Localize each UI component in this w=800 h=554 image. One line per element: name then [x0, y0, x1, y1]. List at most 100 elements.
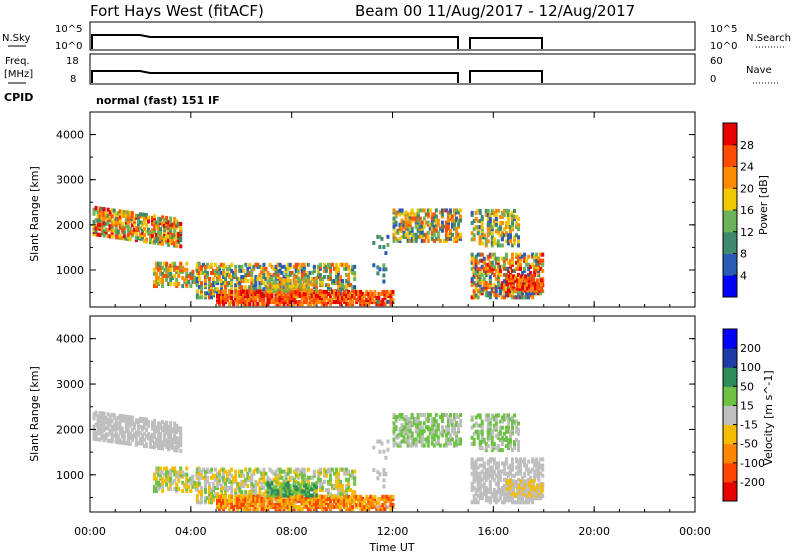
power-echo-cell [444, 220, 448, 225]
velocity-echo-cell [177, 436, 181, 441]
velocity-echo-cell [420, 435, 424, 440]
power-echo-cell [541, 258, 545, 263]
power-echo-cell [450, 232, 454, 237]
power-echo-cell [488, 264, 492, 269]
power-echo-cell [398, 236, 402, 241]
power-echo-cell [185, 277, 189, 282]
power-echo-cell [314, 285, 318, 290]
power-echo-cell [414, 218, 418, 223]
velocity-echo-cell [92, 434, 96, 439]
power-echo-cell [128, 218, 132, 223]
power-echo-cell [278, 289, 282, 294]
power-echo-cell [536, 278, 540, 283]
velocity-echo-cell [218, 471, 222, 476]
velocity-echo-cell [355, 505, 359, 510]
velocity-echo-cell [484, 441, 488, 446]
velocity-echo-cell [230, 498, 234, 503]
velocity-echo-cell [515, 419, 519, 424]
velocity-echo-cell [511, 479, 515, 484]
velocity-echo-cell [292, 469, 296, 474]
power-echo-cell [478, 272, 482, 277]
noise-right-tick-bottom: 10^0 [710, 41, 737, 52]
power-echo-cell [122, 209, 126, 214]
velocity-echo-cell [189, 480, 193, 485]
velocity-echo-cell [537, 475, 541, 480]
power-echo-cell [518, 284, 522, 289]
power-echo-cell [457, 234, 461, 239]
velocity-echo-cell [175, 472, 179, 477]
velocity-echo-cell [517, 469, 521, 474]
velocity-echo-cell [376, 439, 380, 444]
velocity-echo-cell [276, 505, 280, 510]
power-echo-cell [406, 212, 410, 217]
velocity-echo-cell [450, 429, 454, 434]
velocity-echo-cell [470, 465, 474, 470]
power-echo-cell [484, 243, 488, 248]
velocity-echo-cell [540, 487, 544, 492]
power-echo-cell [505, 280, 509, 285]
power-echo-cell [349, 296, 353, 301]
velocity-echo-cell [209, 490, 213, 495]
power-echo-cell [492, 264, 496, 269]
power-echo-cell [212, 289, 216, 294]
velocity-echo-cell [474, 500, 478, 505]
velocity-echo-cell [280, 487, 284, 492]
power-echo-cell [177, 223, 181, 228]
velocity-echo-cell [486, 496, 490, 501]
velocity-echo-cell [519, 469, 523, 474]
power-echo-cell [308, 288, 312, 293]
velocity-echo-cell [102, 417, 106, 422]
power-echo-cell [333, 289, 337, 294]
power-echo-cell [335, 262, 339, 267]
velocity-echo-cell [254, 500, 258, 505]
power-echo-cell [276, 298, 280, 303]
velocity-echo-cell [514, 493, 518, 498]
power-echo-cell [118, 213, 122, 218]
power-echo-cell [165, 240, 169, 245]
velocity-echo-cell [216, 505, 220, 510]
power-echo-cell [300, 286, 304, 291]
power-echo-cell [216, 270, 220, 275]
velocity-echo-cell [459, 437, 463, 442]
power-echo-cell [446, 212, 450, 217]
power-echo-cell [500, 283, 504, 288]
power-echo-cell [480, 252, 484, 257]
power-echo-cell [410, 216, 414, 221]
power-echo-cell [134, 238, 138, 243]
velocity-echo-cell [490, 415, 494, 420]
velocity-echo-cell [359, 503, 363, 508]
velocity-echo-cell [494, 427, 498, 432]
velocity-echo-cell [308, 505, 312, 510]
power-echo-cell [130, 223, 134, 228]
velocity-echo-cell [326, 505, 330, 510]
velocity-echo-cell [521, 500, 525, 505]
power-echo-cell [533, 254, 537, 259]
velocity-echo-cell [296, 498, 300, 503]
velocity-echo-cell [488, 417, 492, 422]
velocity-echo-cell [490, 444, 494, 449]
velocity-echo-cell [144, 444, 148, 449]
power-echo-cell [335, 281, 339, 286]
velocity-echo-cell [157, 480, 161, 485]
velocity-echo-cell [238, 473, 242, 478]
power-echo-cell [252, 293, 256, 298]
velocity-echo-cell [177, 470, 181, 475]
velocity-echo-cell [316, 477, 320, 482]
velocity-echo-cell [195, 483, 199, 488]
power-echo-cell [470, 277, 474, 282]
power-echo-cell [163, 225, 167, 230]
velocity-echo-cell [224, 498, 228, 503]
power-echo-cell [268, 272, 272, 277]
velocity-echo-cell [533, 471, 537, 476]
velocity-echo-cell [492, 471, 496, 476]
power-echo-cell [260, 277, 264, 282]
power-echo-cell [240, 291, 244, 296]
velocity-echo-cell [262, 473, 266, 478]
velocity-echo-cell [359, 505, 363, 510]
power-echo-cell [530, 288, 534, 293]
velocity-echo-cell [238, 494, 242, 499]
power-echo-cell [292, 272, 296, 277]
velocity-echo-cell [138, 441, 142, 446]
power-echo-cell [136, 226, 140, 231]
velocity-echo-cell [492, 477, 496, 482]
